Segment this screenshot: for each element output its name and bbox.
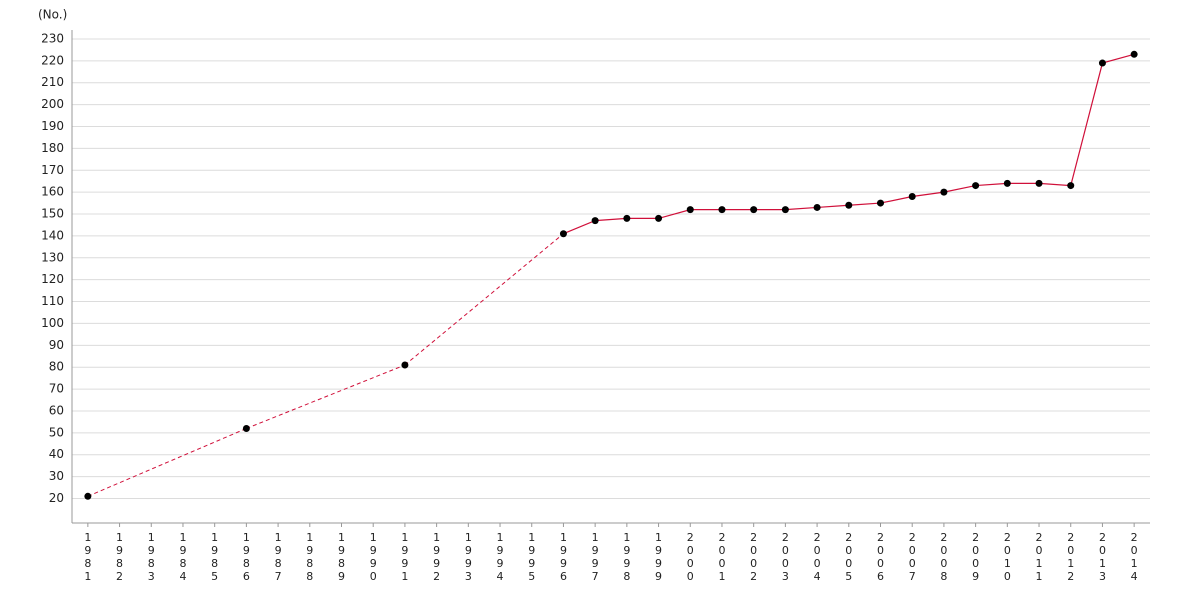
point bbox=[813, 203, 821, 211]
x-tick-label: 2006 bbox=[874, 531, 887, 583]
point bbox=[1098, 59, 1106, 67]
x-tick-label: 1989 bbox=[335, 531, 348, 583]
point bbox=[686, 206, 694, 214]
x-tick-label: 2011 bbox=[1033, 531, 1046, 583]
x-tick-label: 2012 bbox=[1064, 531, 1077, 583]
point bbox=[242, 424, 250, 432]
y-tick-label: 180 bbox=[41, 141, 64, 155]
x-tick-label: 1994 bbox=[494, 531, 507, 583]
x-tick-label: 2001 bbox=[715, 531, 728, 583]
x-tick-label: 2005 bbox=[842, 531, 855, 583]
x-tick-label: 1987 bbox=[272, 531, 285, 583]
x-tick-label: 1993 bbox=[462, 531, 475, 583]
gap-connector bbox=[87, 428, 247, 497]
x-tick-label: 2009 bbox=[969, 531, 982, 583]
x-tick-label: 1988 bbox=[303, 531, 316, 583]
x-tick-label: 1995 bbox=[525, 531, 538, 583]
x-tick-label: 2014 bbox=[1128, 531, 1141, 583]
x-tick-label: 2007 bbox=[906, 531, 919, 583]
point bbox=[559, 230, 567, 238]
point bbox=[718, 206, 726, 214]
point bbox=[1130, 50, 1138, 58]
y-tick-label: 80 bbox=[49, 360, 64, 374]
y-tick-label: 50 bbox=[49, 425, 64, 439]
point bbox=[908, 193, 916, 201]
y-tick-label: 110 bbox=[41, 294, 64, 308]
x-tick-label: 2000 bbox=[684, 531, 697, 583]
point bbox=[623, 214, 631, 222]
point bbox=[1003, 179, 1011, 187]
x-tick-label: 2008 bbox=[937, 531, 950, 583]
x-tick-label: 2010 bbox=[1001, 531, 1014, 583]
x-tick-label: 1999 bbox=[652, 531, 665, 583]
y-tick-label: 60 bbox=[49, 403, 64, 417]
x-tick-label: 1982 bbox=[113, 531, 126, 583]
x-tick-label: 2004 bbox=[811, 531, 824, 583]
y-axis-label: (No.) bbox=[38, 8, 67, 22]
x-tick-label: 1997 bbox=[589, 531, 602, 583]
x-tick-label: 1985 bbox=[208, 531, 221, 583]
point bbox=[845, 201, 853, 209]
x-tick-label: 1986 bbox=[240, 531, 253, 583]
y-tick-label: 150 bbox=[41, 207, 64, 221]
y-tick-label: 70 bbox=[49, 382, 64, 396]
y-tick-label: 30 bbox=[49, 469, 64, 483]
y-tick-label: 100 bbox=[41, 316, 64, 330]
y-tick-label: 140 bbox=[41, 228, 64, 242]
y-tick-label: 230 bbox=[41, 31, 64, 45]
y-tick-label: 40 bbox=[49, 447, 64, 461]
point bbox=[1067, 182, 1075, 190]
y-tick-label: 210 bbox=[41, 75, 64, 89]
y-tick-label: 90 bbox=[49, 338, 64, 352]
y-tick-label: 200 bbox=[41, 97, 64, 111]
point bbox=[1035, 179, 1043, 187]
gap-connector bbox=[246, 364, 406, 429]
point bbox=[591, 217, 599, 225]
gap-connector bbox=[404, 233, 564, 366]
x-tick-label: 2013 bbox=[1096, 531, 1109, 583]
x-tick-label: 1984 bbox=[176, 531, 189, 583]
y-tick-label: 120 bbox=[41, 272, 64, 286]
point bbox=[750, 206, 758, 214]
x-tick-label: 1998 bbox=[620, 531, 633, 583]
x-tick-label: 1983 bbox=[145, 531, 158, 583]
x-tick-label: 2003 bbox=[779, 531, 792, 583]
y-tick-label: 190 bbox=[41, 119, 64, 133]
point bbox=[972, 182, 980, 190]
point bbox=[940, 188, 948, 196]
point bbox=[877, 199, 884, 207]
x-tick-label: 1991 bbox=[398, 531, 411, 583]
y-tick-label: 170 bbox=[41, 163, 64, 177]
y-tick-label: 20 bbox=[49, 491, 64, 505]
x-tick-label: 1981 bbox=[81, 531, 94, 583]
y-tick-label: 160 bbox=[41, 185, 64, 199]
x-tick-label: 2002 bbox=[747, 531, 760, 583]
x-tick-label: 1996 bbox=[557, 531, 570, 583]
point bbox=[655, 214, 663, 222]
y-tick-label: 220 bbox=[41, 53, 64, 67]
point bbox=[401, 361, 409, 369]
point bbox=[781, 206, 789, 214]
x-tick-label: 1992 bbox=[430, 531, 443, 583]
x-tick-label: 1990 bbox=[367, 531, 380, 583]
y-tick-label: 130 bbox=[41, 250, 64, 264]
point bbox=[84, 492, 92, 500]
